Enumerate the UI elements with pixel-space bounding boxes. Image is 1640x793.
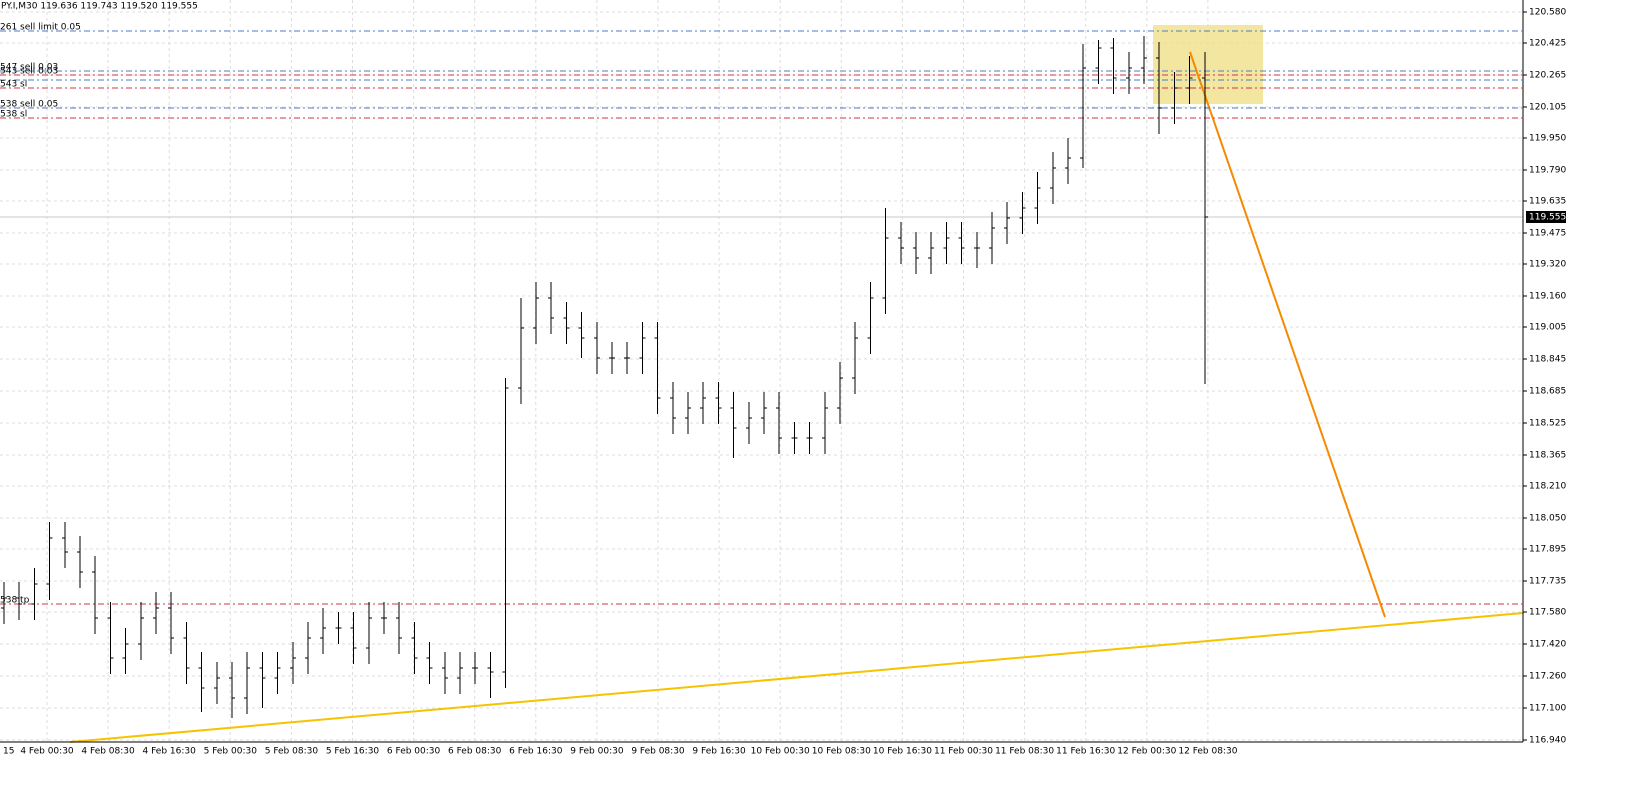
x-tick-label: 11 Feb 16:30 <box>1056 747 1115 757</box>
x-tick-label: 9 Feb 00:30 <box>570 747 624 757</box>
trend-line <box>69 612 1524 743</box>
y-tick-label: 117.100 <box>1529 704 1566 714</box>
y-tick-label: 117.580 <box>1529 608 1566 618</box>
y-tick-label: 118.685 <box>1529 387 1566 397</box>
order-label: 538 tp <box>0 596 30 606</box>
x-tick-label: 12 Feb 08:30 <box>1178 747 1237 757</box>
order-label: 538 sl <box>0 110 27 120</box>
y-tick-label: 120.265 <box>1529 71 1566 81</box>
x-tick-label: 4 Feb 08:30 <box>81 747 135 757</box>
y-tick-label: 119.950 <box>1529 134 1566 144</box>
x-tick-label: 11 Feb 00:30 <box>934 747 993 757</box>
y-tick-label: 118.050 <box>1529 514 1566 524</box>
last-price-tag <box>1526 211 1566 223</box>
highlight-rectangle <box>1153 25 1263 104</box>
y-tick-label: 119.160 <box>1529 292 1566 302</box>
x-tick-label: 9 Feb 16:30 <box>692 747 746 757</box>
y-tick-label: 119.320 <box>1529 260 1566 270</box>
x-tick-label: 10 Feb 08:30 <box>812 747 871 757</box>
x-tick-label: 5 Feb 08:30 <box>265 747 319 757</box>
x-tick-label: 11 Feb 08:30 <box>995 747 1054 757</box>
y-tick-label: 120.580 <box>1529 8 1566 18</box>
trend-line <box>1189 51 1386 618</box>
y-tick-label: 119.635 <box>1529 197 1566 207</box>
x-tick-label: 6 Feb 08:30 <box>448 747 502 757</box>
order-label: 261 sell limit 0.05 <box>0 23 81 33</box>
x-tick-label: 9 Feb 08:30 <box>631 747 685 757</box>
y-tick-label: 117.260 <box>1529 672 1566 682</box>
y-tick-label: 118.365 <box>1529 451 1566 461</box>
order-label: 547 sell 0.03 <box>0 63 58 73</box>
x-tick-label: 12 Feb 00:30 <box>1117 747 1176 757</box>
x-tick-label: 4 Feb 16:30 <box>143 747 197 757</box>
y-tick-label: 118.210 <box>1529 482 1566 492</box>
x-tick-label: 5 Feb 16:30 <box>326 747 380 757</box>
order-label: 538 sell 0.05 <box>0 100 58 110</box>
x-tick-label: 10 Feb 16:30 <box>873 747 932 757</box>
y-tick-label: 118.525 <box>1529 419 1566 429</box>
x-tick-label: 15 <box>3 747 14 757</box>
order-label: 543 sell 0.03 <box>0 67 58 77</box>
y-tick-label: 117.735 <box>1529 577 1566 587</box>
x-tick-label: 5 Feb 00:30 <box>204 747 258 757</box>
y-tick-label: 119.790 <box>1529 166 1566 176</box>
x-tick-label: 4 Feb 00:30 <box>20 747 74 757</box>
x-tick-label: 6 Feb 00:30 <box>387 747 441 757</box>
y-tick-label: 116.940 <box>1529 736 1566 746</box>
y-tick-label: 119.475 <box>1529 229 1566 239</box>
y-tick-label: 117.895 <box>1529 545 1566 555</box>
y-tick-label: 117.420 <box>1529 640 1566 650</box>
chart-header: PY.I,M30 119.636 119.743 119.520 119.555 <box>1 2 198 12</box>
y-tick-label: 120.425 <box>1529 39 1566 49</box>
x-tick-label: 10 Feb 00:30 <box>751 747 810 757</box>
x-tick-label: 6 Feb 16:30 <box>509 747 563 757</box>
y-tick-label: 118.845 <box>1529 355 1566 365</box>
y-tick-label: 119.005 <box>1529 323 1566 333</box>
last-price-label: 119.555 <box>1529 213 1566 223</box>
y-tick-label: 120.105 <box>1529 103 1566 113</box>
order-label: 543 sl <box>0 80 27 90</box>
